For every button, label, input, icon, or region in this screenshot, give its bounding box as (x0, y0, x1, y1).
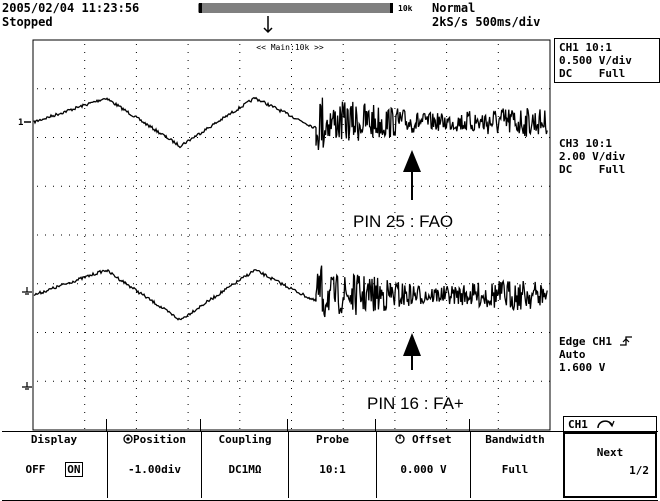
position-softkey[interactable]: Position -1.00div (107, 432, 201, 498)
menu-channel-tab: CH1 (563, 416, 657, 431)
annotation-lower: PIN 16 : FA+ (367, 394, 464, 413)
trigger-mode-value: Auto (559, 348, 586, 361)
trigger-position-marker (263, 16, 273, 34)
trigger-line: Edge CH1 (559, 335, 633, 348)
probe-softkey[interactable]: Probe 10:1 (288, 432, 376, 498)
display-on: ON (65, 462, 83, 477)
ch1-coupling: DC (559, 67, 573, 80)
trigger-settings[interactable]: Edge CH1 Auto 1.600 V (559, 335, 633, 374)
status-header: 2005/02/04 11:23:56 Stopped (2, 1, 139, 29)
next-softkey[interactable]: Next 1/2 (563, 432, 657, 498)
sample-rate-timebase: 2kS/s 500ms/div (432, 15, 540, 29)
annotation-upper: PIN 25 : FAO (353, 212, 454, 231)
offset-title-row: Offset (377, 432, 470, 448)
ch3-title: CH3 10:1 (559, 137, 612, 150)
record-length: 10k (398, 4, 413, 13)
timebase: 500ms/div (475, 15, 541, 29)
display-off: OFF (25, 463, 46, 476)
ch3-settings[interactable]: CH3 10:1 2.00 V/div DC Full (559, 137, 625, 176)
coupling-title: Coupling (218, 433, 272, 446)
ch3-trace (33, 265, 548, 321)
display-title: Display (30, 433, 78, 446)
svg-text:1: 1 (18, 118, 23, 128)
ch1-bandwidth: Full (598, 67, 626, 80)
ch3-coupling-row: DC Full (559, 163, 625, 176)
trigger-source: Edge CH1 (559, 335, 612, 348)
bandwidth-softkey[interactable]: Bandwidth Full (470, 432, 559, 498)
ch1-title: CH1 10:1 (559, 41, 612, 54)
ch1-ground-marker: 1 (18, 118, 31, 128)
menu-divider (375, 419, 376, 432)
position-value: -1.00div (128, 463, 181, 476)
probe-value: 10:1 (319, 463, 346, 476)
trigger-mode: Normal (432, 1, 476, 15)
menu-divider (200, 419, 201, 432)
menu-divider (106, 419, 107, 432)
ch3-coupling: DC (559, 163, 573, 176)
coupling-value: DC1MΩ (228, 463, 262, 476)
graticule (37, 44, 550, 429)
offset-title: Offset (411, 433, 452, 446)
coupling-softkey[interactable]: Coupling DC1MΩ (201, 432, 288, 498)
traces (33, 96, 548, 321)
ch1-trace (33, 96, 548, 151)
ch3-scale: 2.00 V/div (559, 150, 626, 163)
ch1-coupling-row: DC Full (559, 67, 655, 80)
annotation-arrow-lower (403, 333, 421, 370)
bandwidth-value: Full (501, 463, 529, 476)
waveform-display[interactable]: 1 << Main:10k >> (0, 0, 660, 432)
probe-title: Probe (315, 433, 350, 446)
ch1-settings-box[interactable]: CH1 10:1 0.500 V/div DC Full (554, 38, 660, 83)
position-title: Position (133, 433, 186, 446)
acquisition-status: Stopped (2, 15, 53, 29)
knob-icon (395, 434, 405, 444)
trigger-level: 1.600 V (559, 361, 606, 374)
offset-value: 0.000 V (400, 463, 447, 476)
position-title-row: Position (108, 432, 201, 448)
next-page: 1/2 (629, 464, 649, 477)
ch1-scale: 0.500 V/div (559, 54, 632, 67)
zoom-label: << Main:10k >> (256, 43, 324, 52)
menu-channel-label: CH1 (568, 418, 588, 431)
display-softkey[interactable]: Display OFF ON (2, 432, 106, 498)
timestamp: 2005/02/04 11:23:56 (2, 1, 140, 15)
next-title: Next (596, 446, 624, 459)
record-bar (198, 3, 393, 13)
menu-divider (469, 419, 470, 432)
menu-divider (287, 419, 288, 432)
rising-edge-icon (619, 336, 632, 346)
bandwidth-title: Bandwidth (485, 433, 545, 446)
rotate-knob-icon (596, 420, 615, 429)
knob-icon (123, 434, 133, 444)
ch3-bandwidth: Full (598, 163, 626, 176)
sample-rate: 2kS/s (432, 15, 469, 29)
annotation-arrow-upper (403, 150, 421, 200)
offset-softkey[interactable]: Offset 0.000 V (376, 432, 470, 498)
display-toggle[interactable]: OFF ON (2, 462, 106, 478)
acquisition-header: Normal 2kS/s 500ms/div (432, 1, 540, 29)
graticule-frame (32, 39, 551, 431)
ch3-ground-marker (22, 287, 32, 390)
